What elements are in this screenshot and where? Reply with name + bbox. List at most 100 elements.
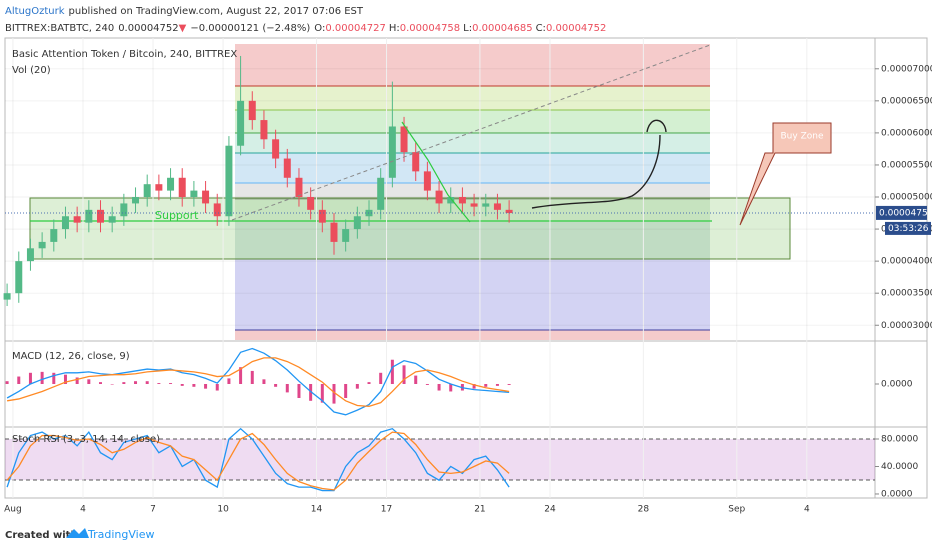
- candle-body: [272, 139, 280, 159]
- candle-body: [50, 229, 58, 242]
- candle-body: [423, 171, 431, 191]
- pane-title: MACD (12, 26, close, 9): [12, 351, 130, 362]
- histogram-bar: [157, 383, 161, 384]
- fib-band: [235, 330, 710, 340]
- histogram-bar: [449, 384, 453, 392]
- last-price-tag: [876, 205, 927, 220]
- y-tick-label: 0.00006000: [881, 128, 932, 138]
- histogram-bar: [5, 381, 9, 384]
- pane-title: Basic Attention Token / Bitcoin, 240, BI…: [12, 49, 237, 60]
- histogram-bar: [367, 382, 371, 384]
- drawings: [5, 44, 875, 226]
- candle-body: [108, 216, 116, 223]
- histogram-bar: [110, 384, 114, 385]
- footer-brand[interactable]: TradingView: [87, 528, 154, 541]
- candle-body: [3, 293, 11, 300]
- pane-title: Stoch RSI (3, 3, 14, 14, close): [12, 434, 160, 445]
- histogram-bar: [484, 384, 488, 387]
- projection: [531, 134, 661, 209]
- projection-top: [646, 119, 667, 133]
- histogram-bar: [215, 384, 219, 391]
- histogram-bar: [87, 379, 91, 384]
- histogram-bar: [169, 383, 173, 384]
- o-label: O:: [314, 23, 325, 34]
- candle-body: [167, 177, 175, 191]
- candle-body: [38, 241, 46, 249]
- x-tick-label: 14: [311, 505, 323, 515]
- series-line: [6, 427, 510, 492]
- histogram-bar: [309, 384, 313, 401]
- histogram-bar: [250, 370, 254, 384]
- fib-band: [235, 86, 710, 110]
- candle-body: [213, 203, 221, 217]
- y-tick-label: 0.00003000: [881, 321, 932, 331]
- histogram-bar: [379, 372, 383, 384]
- candle-body: [412, 152, 420, 172]
- candle-body: [295, 177, 303, 198]
- y-tick-label: 0.00003500: [881, 289, 932, 299]
- close: 0.00004752: [546, 23, 606, 34]
- x-tick-label: 24: [544, 505, 556, 515]
- y-tick-label: 0.0000: [881, 489, 913, 499]
- open: 0.00004727: [325, 23, 385, 34]
- histogram-bar: [227, 378, 231, 384]
- histogram-bar: [98, 382, 102, 384]
- support-label: Support: [155, 209, 199, 222]
- candle-body: [435, 190, 443, 204]
- histogram-bar: [495, 384, 499, 386]
- x-tick-label: Sep: [728, 505, 745, 515]
- candle-body: [482, 203, 490, 207]
- candle-body: [143, 184, 151, 198]
- histogram-bar: [40, 371, 44, 384]
- histogram-bar: [390, 359, 394, 384]
- histogram-bar: [28, 372, 32, 384]
- candle-body: [493, 203, 501, 210]
- y-tick-label: 0.00005000: [881, 193, 932, 203]
- fib-band: [235, 133, 710, 153]
- change: −0.00000121 (−2.48%): [190, 23, 310, 34]
- countdown: 03:53:26: [888, 224, 929, 234]
- x-tick-label: 7: [150, 505, 156, 515]
- c-label: C:: [536, 23, 546, 34]
- histogram-bar: [425, 384, 429, 385]
- histogram-bar: [192, 384, 196, 387]
- candle-body: [318, 209, 326, 223]
- fib-retracement: [5, 44, 875, 481]
- x-tick-label: 28: [638, 505, 650, 515]
- candle-body: [388, 126, 396, 178]
- histogram-bar: [355, 384, 359, 389]
- candle-body: [260, 120, 268, 140]
- histogram-bar: [472, 384, 476, 389]
- candle-body: [248, 100, 256, 121]
- volume-label: Vol (20): [12, 65, 51, 76]
- support-zone: [29, 197, 791, 260]
- last-price-label: 0.00004752: [879, 208, 932, 218]
- h-label: H:: [389, 23, 400, 34]
- candle-body: [73, 216, 81, 223]
- candle-body: [353, 216, 361, 230]
- candle-body: [190, 190, 198, 198]
- histogram-bar: [63, 374, 67, 384]
- x-tick-label: 10: [217, 505, 229, 515]
- candle-body: [225, 145, 233, 217]
- candle-body: [307, 197, 315, 210]
- y-tick-label: 0.00006500: [881, 96, 932, 106]
- histogram-bar: [297, 384, 301, 398]
- frame: [4, 37, 928, 499]
- candle-body: [342, 229, 350, 242]
- series-line: [6, 431, 510, 491]
- x-tick-label: 17: [381, 505, 392, 515]
- histogram-bar: [274, 384, 278, 387]
- author[interactable]: AltugOzturk: [5, 6, 65, 17]
- histogram-bar: [402, 365, 406, 384]
- published: published on TradingView.com, August 22,…: [69, 6, 364, 17]
- price: 0.00004752: [118, 23, 178, 34]
- buy-zone-label: Buy Zone: [781, 132, 824, 142]
- histogram-bar: [17, 376, 21, 384]
- histogram-bar: [52, 372, 56, 384]
- candle-body: [85, 209, 93, 223]
- candle-body: [377, 177, 385, 210]
- histogram-bar: [180, 384, 184, 386]
- histogram-bar: [239, 367, 243, 384]
